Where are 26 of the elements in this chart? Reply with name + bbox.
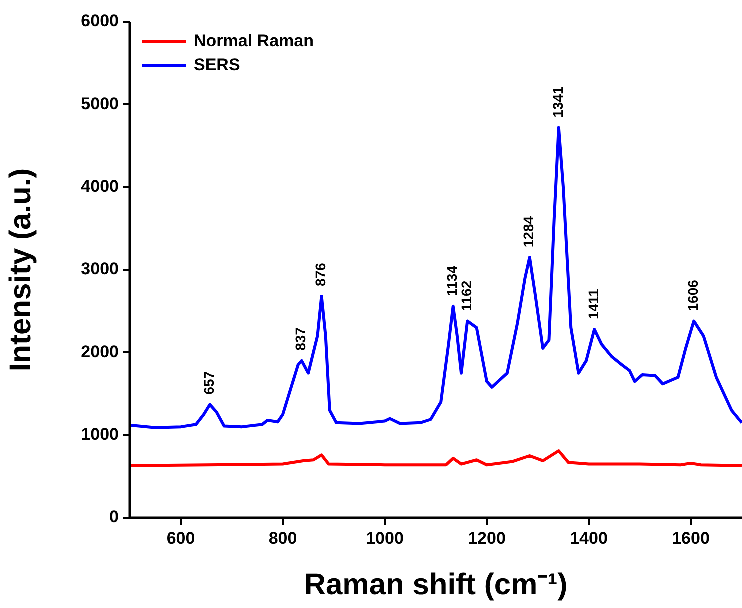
x-tick-label: 1600 bbox=[672, 528, 710, 548]
y-tick-label: 4000 bbox=[81, 177, 119, 196]
y-tick-label: 0 bbox=[110, 508, 119, 527]
legend-label: Normal Raman bbox=[194, 32, 314, 51]
legend-label: SERS bbox=[194, 56, 240, 75]
y-tick-label: 1000 bbox=[81, 425, 119, 444]
y-tick-label: 2000 bbox=[81, 342, 119, 362]
x-tick-label: 600 bbox=[166, 528, 196, 548]
annotation: 657 bbox=[200, 371, 217, 395]
y-axis-title: Intensity (a.u.) bbox=[4, 168, 38, 372]
x-tick-label: 1000 bbox=[366, 528, 404, 548]
annotation: 1606 bbox=[684, 280, 701, 312]
annotation: 1134 bbox=[444, 266, 460, 296]
y-tick-label: 5000 bbox=[81, 94, 119, 114]
x-axis-title: Raman shift (cm⁻¹) bbox=[304, 568, 568, 602]
annotation: 876 bbox=[312, 262, 329, 286]
x-tick-label: 1200 bbox=[468, 528, 506, 548]
annotation: 1284 bbox=[520, 216, 537, 248]
annotation: 837 bbox=[292, 327, 309, 351]
y-tick-label: 3000 bbox=[81, 260, 119, 279]
x-tick-label: 800 bbox=[268, 528, 298, 548]
annotation: 1341 bbox=[550, 86, 566, 118]
annotation: 1411 bbox=[585, 288, 602, 320]
y-tick-label: 6000 bbox=[81, 12, 119, 31]
annotation: 1162 bbox=[458, 280, 474, 312]
x-tick-label: 1400 bbox=[570, 528, 608, 548]
